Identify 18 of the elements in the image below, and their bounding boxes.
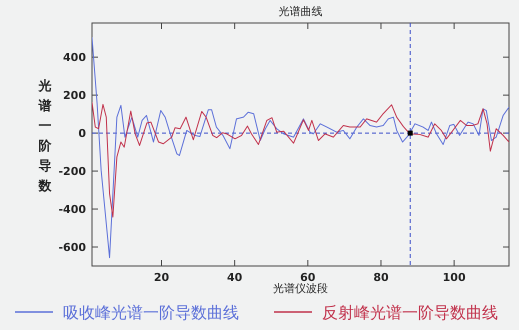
y-tick-label: 400 — [63, 51, 86, 64]
x-tick-label: 100 — [442, 271, 466, 284]
y-tick-label: 200 — [63, 89, 86, 102]
line-series — [92, 102, 509, 218]
y-tick-label: 0 — [78, 127, 86, 140]
y-tick-label: -400 — [58, 203, 86, 216]
y-tick-label: -200 — [58, 165, 86, 178]
legend-label: 吸收峰光谱一阶导数曲线 — [63, 303, 239, 322]
x-tick-label: 80 — [373, 271, 389, 284]
x-tick-label: 60 — [300, 271, 316, 284]
line-series — [92, 36, 509, 258]
x-axis-title: 光谱仪波段 — [273, 282, 328, 295]
y-tick-label: -600 — [58, 241, 86, 254]
legend-label: 反射峰光谱一阶导数曲线 — [322, 303, 498, 322]
x-tick-label: 40 — [227, 271, 243, 284]
chart-title: 光谱曲线 — [278, 5, 322, 18]
x-tick-label: 20 — [154, 271, 170, 284]
y-axis-title: 光谱一阶导数 — [38, 79, 52, 194]
